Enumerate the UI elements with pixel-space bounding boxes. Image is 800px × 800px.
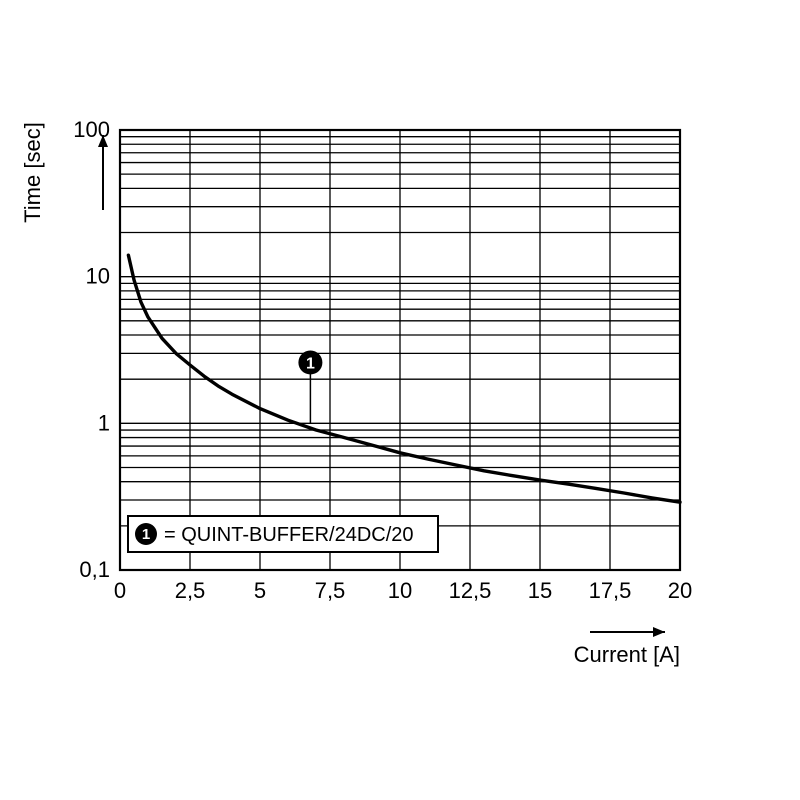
x-tick-label: 5 — [254, 578, 266, 603]
x-tick-label: 7,5 — [315, 578, 346, 603]
legend-badge-label: 1 — [142, 526, 150, 543]
x-tick-label: 17,5 — [589, 578, 632, 603]
callout-badge-label: 1 — [306, 355, 315, 372]
y-tick-label: 0,1 — [79, 557, 110, 582]
buffer-time-chart: 0 2,5 5 7,5 10 12,5 15 17,5 20 Current [A] 0,1 1 10 1… — [0, 0, 800, 800]
legend-text: = QUINT-BUFFER/24DC/20 — [164, 524, 414, 546]
y-tick-label: 1 — [98, 410, 110, 435]
x-axis-label: Current [A] — [574, 642, 680, 667]
x-tick-label: 15 — [528, 578, 552, 603]
x-tick-label: 0 — [114, 578, 126, 603]
y-tick-label: 10 — [86, 264, 110, 289]
x-tick-label: 12,5 — [449, 578, 492, 603]
x-tick-label: 20 — [668, 578, 692, 603]
x-tick-label: 10 — [388, 578, 412, 603]
x-tick-label: 2,5 — [175, 578, 206, 603]
y-axis-label: Time [sec] — [20, 122, 45, 223]
y-tick-label: 100 — [73, 117, 110, 142]
